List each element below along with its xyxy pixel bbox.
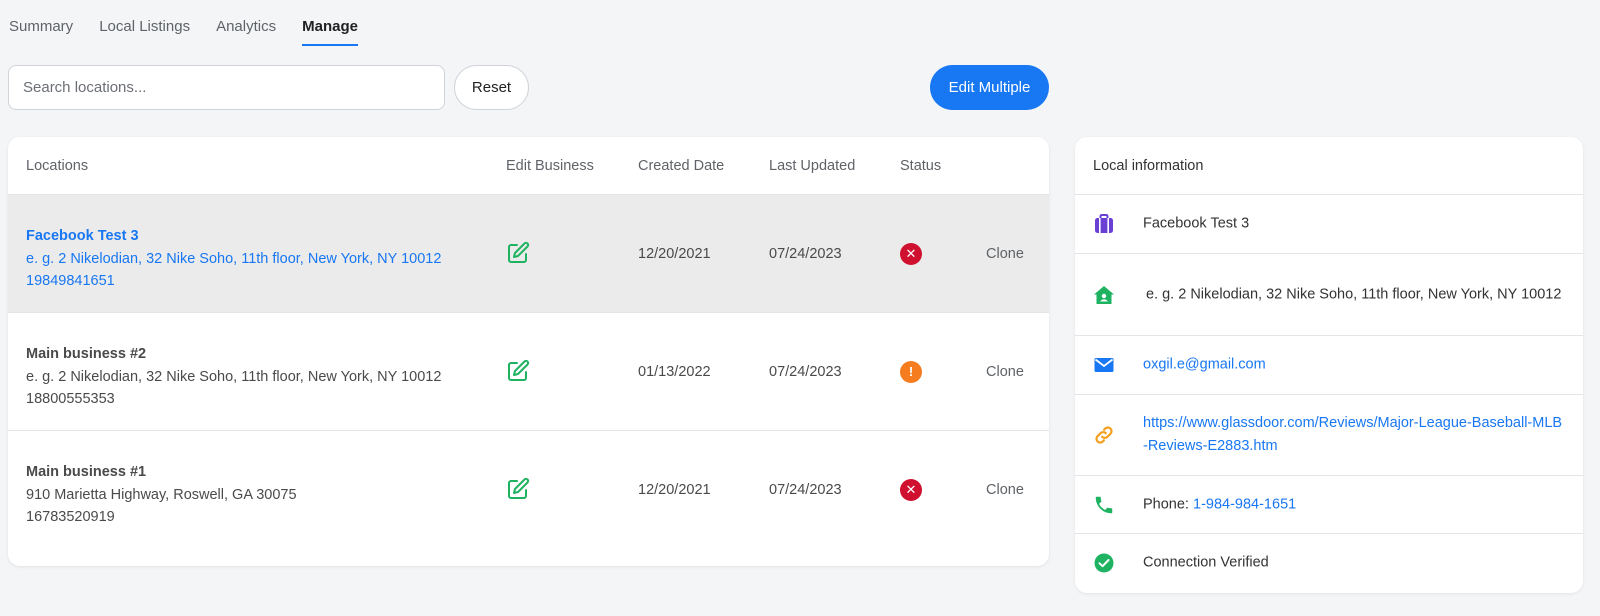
- phone-info: Phone: 1-984-984-1651: [1143, 493, 1563, 516]
- location-cell[interactable]: Main business #2 e. g. 2 Nikelodian, 32 …: [26, 343, 441, 411]
- location-phone: 19849841651: [26, 273, 115, 289]
- email-link[interactable]: oxgil.e@gmail.com: [1143, 356, 1266, 373]
- location-name[interactable]: Main business #1: [26, 464, 147, 480]
- table-row[interactable]: Facebook Test 3 e. g. 2 Nikelodian, 32 N…: [8, 195, 1049, 313]
- header-status: Status: [900, 158, 942, 174]
- connection-row: Connection Verified: [1075, 534, 1583, 592]
- edit-multiple-button[interactable]: Edit Multiple: [930, 65, 1049, 110]
- error-status-icon: ✕: [900, 243, 922, 265]
- header-last-updated: Last Updated: [769, 158, 856, 174]
- location-address: 910 Marietta Highway, Roswell, GA 30075: [26, 486, 297, 503]
- tab-summary[interactable]: Summary: [9, 18, 74, 35]
- reset-button[interactable]: Reset: [454, 65, 529, 110]
- phone-link[interactable]: 1-984-984-1651: [1193, 496, 1297, 512]
- location-address: e. g. 2 Nikelodian, 32 Nike Soho, 11th f…: [26, 368, 442, 385]
- location-phone: 16783520919: [26, 509, 115, 525]
- business-name: Facebook Test 3: [1143, 215, 1250, 232]
- address-row: e. g. 2 Nikelodian, 32 Nike Soho, 11th f…: [1075, 254, 1583, 336]
- last-updated: 07/24/2023: [769, 364, 842, 380]
- location-phone: 18800555353: [26, 391, 115, 407]
- phone-icon: [1093, 494, 1115, 516]
- table-row[interactable]: Main business #1 910 Marietta Highway, R…: [8, 431, 1049, 549]
- briefcase-icon: [1093, 213, 1115, 235]
- local-information-panel: Local information Facebook Test 3 e. g. …: [1075, 137, 1583, 593]
- clone-link[interactable]: Clone: [986, 246, 1024, 262]
- warning-status-icon: !: [900, 361, 922, 383]
- tab-manage[interactable]: Manage: [302, 17, 358, 47]
- table-header: Locations Edit Business Created Date Las…: [8, 137, 1049, 195]
- tab-bar: Summary Local Listings Analytics Manage: [9, 17, 384, 47]
- search-input[interactable]: [8, 65, 445, 110]
- business-name-row: Facebook Test 3: [1075, 195, 1583, 254]
- created-date: 12/20/2021: [638, 246, 711, 262]
- panel-title: Local information: [1075, 137, 1583, 195]
- phone-row: Phone: 1-984-984-1651: [1075, 476, 1583, 534]
- website-link[interactable]: https://www.glassdoor.com/Reviews/Major-…: [1143, 415, 1563, 454]
- location-cell[interactable]: Facebook Test 3 e. g. 2 Nikelodian, 32 N…: [26, 225, 441, 293]
- header-edit-business: Edit Business: [506, 158, 594, 174]
- location-cell[interactable]: Main business #1 910 Marietta Highway, R…: [26, 461, 297, 529]
- business-address: e. g. 2 Nikelodian, 32 Nike Soho, 11th f…: [1146, 286, 1562, 302]
- home-icon: [1093, 284, 1115, 306]
- email-row: oxgil.e@gmail.com: [1075, 336, 1583, 395]
- edit-icon[interactable]: [506, 241, 530, 265]
- location-address: e. g. 2 Nikelodian, 32 Nike Soho, 11th f…: [26, 250, 442, 267]
- header-created-date: Created Date: [638, 158, 725, 174]
- last-updated: 07/24/2023: [769, 246, 842, 262]
- tab-local-listings[interactable]: Local Listings: [99, 18, 191, 35]
- created-date: 12/20/2021: [638, 482, 711, 498]
- check-circle-icon: [1093, 552, 1115, 574]
- location-name[interactable]: Facebook Test 3: [26, 228, 139, 244]
- mail-icon: [1093, 354, 1115, 376]
- clone-link[interactable]: Clone: [986, 364, 1024, 380]
- header-locations: Locations: [26, 158, 89, 174]
- error-status-icon: ✕: [900, 479, 922, 501]
- phone-label: Phone:: [1143, 496, 1193, 512]
- connection-status: Connection Verified: [1143, 554, 1269, 571]
- locations-table: Locations Edit Business Created Date Las…: [8, 137, 1049, 566]
- clone-link[interactable]: Clone: [986, 482, 1024, 498]
- table-row[interactable]: Main business #2 e. g. 2 Nikelodian, 32 …: [8, 313, 1049, 431]
- website-row: https://www.glassdoor.com/Reviews/Major-…: [1075, 395, 1583, 476]
- edit-icon[interactable]: [506, 359, 530, 383]
- last-updated: 07/24/2023: [769, 482, 842, 498]
- tab-analytics[interactable]: Analytics: [216, 18, 277, 35]
- location-name[interactable]: Main business #2: [26, 346, 147, 362]
- edit-icon[interactable]: [506, 477, 530, 501]
- link-icon: [1093, 424, 1115, 446]
- created-date: 01/13/2022: [638, 364, 711, 380]
